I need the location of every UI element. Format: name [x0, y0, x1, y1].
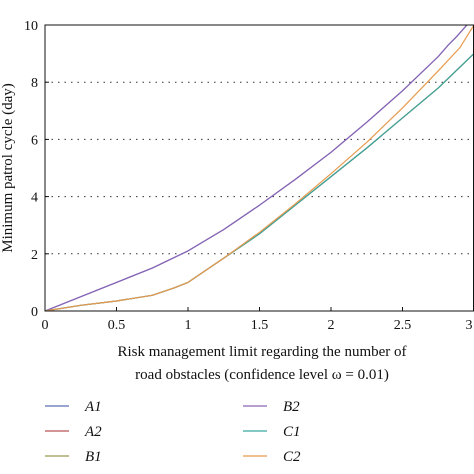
x-tick-label: 2.5 [394, 318, 412, 333]
grid-lines [45, 81, 474, 255]
legend-label-c1: C1 [283, 424, 301, 440]
x-tick-label: 3 [466, 318, 473, 333]
legend-label-a2: A2 [84, 424, 102, 440]
plot-frame [44, 24, 474, 312]
series-lines [45, 25, 474, 311]
x-axis-label: Risk management limit regarding the numb… [117, 344, 406, 360]
y-axis-label: Minimum patrol cycle (day) [0, 83, 16, 253]
y-tick-label: 6 [31, 133, 38, 148]
x-tick-label: 0 [42, 318, 49, 333]
legend-label-b1: B1 [85, 449, 102, 465]
y-tick-label: 0 [31, 305, 38, 320]
y-axis-ticks: 0 2 4 6 8 10 [24, 19, 49, 320]
legend-label-c2: C2 [283, 449, 301, 465]
series-line-b2 [45, 25, 468, 311]
x-tick-label: 2 [328, 318, 335, 333]
series-line-a2 [45, 53, 474, 311]
series-line-a1 [45, 25, 468, 311]
series-line-c1 [45, 53, 474, 311]
x-tick-label: 1 [185, 318, 192, 333]
legend: A1 A2 B1 B2 C1 C2 [45, 399, 301, 465]
x-axis-label-line2: road obstacles (confidence level ω = 0.0… [135, 367, 389, 383]
series-line-c2 [45, 25, 474, 311]
x-tick-label: 0.5 [108, 318, 126, 333]
series-line-b1 [45, 53, 474, 311]
x-axis-ticks: 0 0.5 1 1.5 2 2.5 3 [42, 307, 474, 333]
y-tick-label: 10 [24, 19, 38, 34]
legend-label-b2: B2 [283, 399, 300, 415]
y-tick-label: 2 [31, 248, 38, 263]
legend-label-a1: A1 [84, 399, 102, 415]
y-tick-label: 8 [31, 76, 38, 91]
y-tick-label: 4 [31, 191, 38, 206]
x-tick-label: 1.5 [251, 318, 269, 333]
